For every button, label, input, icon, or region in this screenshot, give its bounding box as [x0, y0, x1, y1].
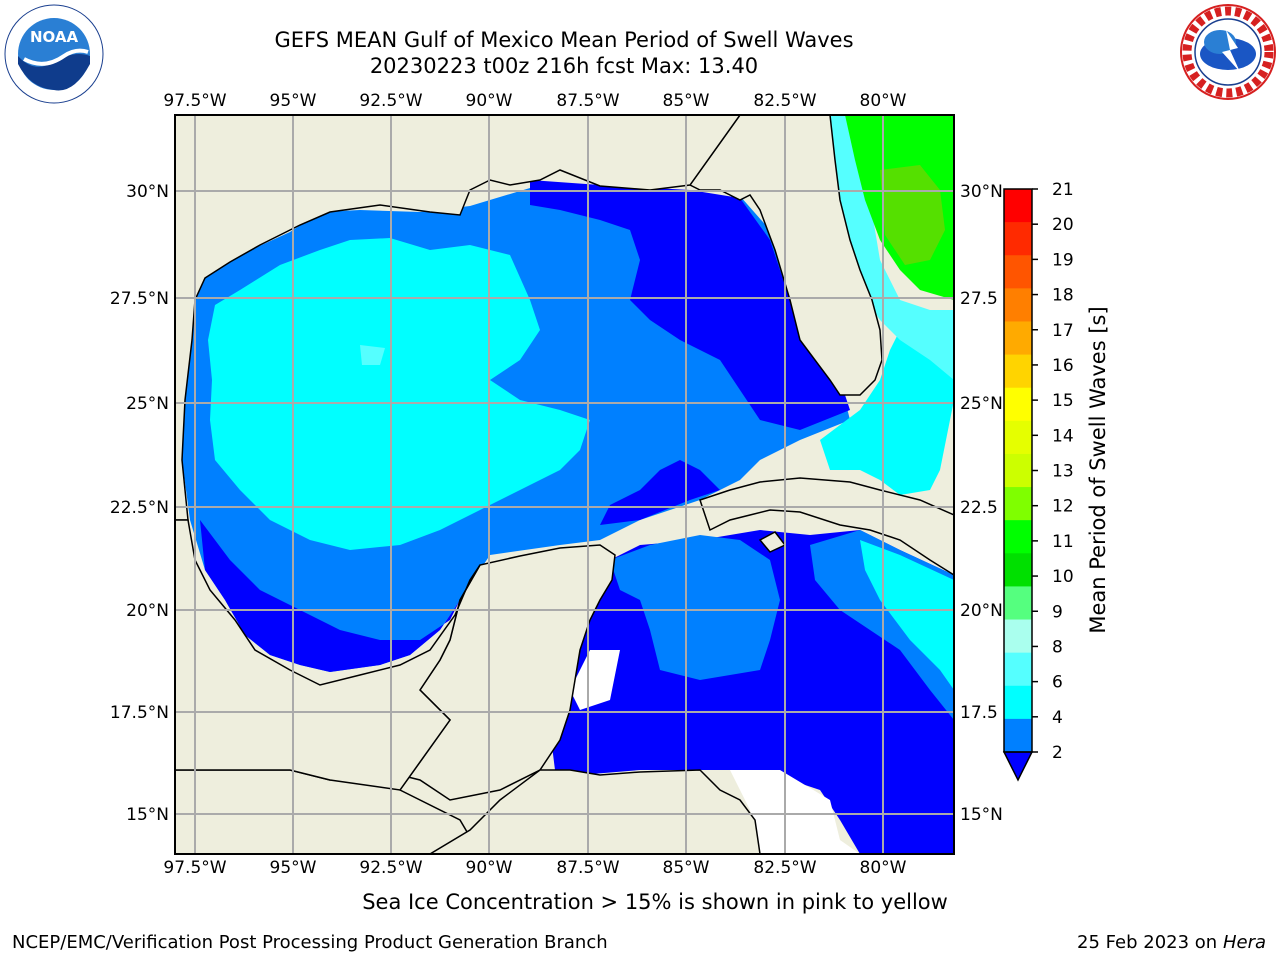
lat-label: 22.5°N — [110, 498, 169, 518]
colorbar-tick-label: 2 — [1052, 743, 1063, 763]
graticule — [175, 115, 954, 854]
colorbar-tick-label: 4 — [1052, 708, 1063, 728]
lon-label: 80°W — [860, 858, 907, 878]
map-frame — [174, 114, 955, 855]
lon-label: 87.5°W — [556, 91, 619, 111]
lon-labels-bottom: 97.5°W 95°W 92.5°W 90°W 87.5°W 85°W 82.5… — [163, 858, 906, 878]
svg-text:NOAA: NOAA — [30, 28, 79, 46]
credit-text: NCEP/EMC/Verification Post Processing Pr… — [12, 932, 608, 953]
colorbar-tick-label: 21 — [1052, 180, 1074, 200]
date-label: 25 Feb 2023 on — [1077, 932, 1218, 953]
lat-label: 22.5 — [960, 498, 998, 518]
colorbar-swatch — [1004, 453, 1032, 488]
colorbar-tick-label: 12 — [1052, 497, 1074, 517]
colorbar-tick-label: 16 — [1052, 356, 1074, 376]
noaa-logo: NOAA — [4, 4, 104, 104]
colorbar-swatch — [1004, 321, 1032, 356]
colorbar-label: Mean Period of Swell Waves [s] — [1086, 306, 1110, 633]
colorbar-tick-label: 11 — [1052, 532, 1074, 552]
date-text: 25 Feb 2023 on Hera — [1077, 932, 1266, 953]
lat-label: 20°N — [126, 601, 169, 621]
lon-label: 85°W — [663, 858, 710, 878]
lon-label: 87.5°W — [556, 858, 619, 878]
lon-labels-top: 97.5°W 95°W 92.5°W 90°W 87.5°W 85°W 82.5… — [163, 91, 906, 111]
gulf-swell-8-9-spot — [360, 345, 385, 365]
colorbar-tick-label: 19 — [1052, 250, 1074, 270]
colorbar-swatch — [1004, 189, 1032, 223]
lat-label: 25°N — [126, 394, 169, 414]
colorbar-tick-label: 10 — [1052, 567, 1074, 587]
host-name: Hera — [1222, 932, 1266, 953]
lon-label: 90°W — [466, 91, 513, 111]
caribbean-swell-4-6 — [610, 535, 780, 680]
land-central-america — [428, 769, 761, 854]
lon-label: 80°W — [860, 91, 907, 111]
map-subtitle: 20230223 t00z 216h fcst Max: 13.40 — [369, 54, 759, 78]
sea-ice-note: Sea Ice Concentration > 15% is shown in … — [362, 890, 948, 914]
lat-label: 17.5°N — [110, 703, 169, 723]
land-cuba — [699, 477, 954, 576]
lon-label: 92.5°W — [359, 858, 422, 878]
lat-label: 20°N — [960, 601, 1003, 621]
colorbar-swatch — [1004, 520, 1032, 554]
colorbar-swatch — [1004, 586, 1032, 621]
land-us-gulf-coast — [175, 115, 741, 521]
gulf-swell-2-4-east — [530, 180, 850, 430]
colorbar-tick-label: 6 — [1052, 673, 1063, 693]
lon-label: 82.5°W — [753, 858, 816, 878]
colorbar-swatch — [1004, 387, 1032, 422]
lat-label: 15°N — [960, 805, 1003, 825]
colorbar-extend-triangle — [1002, 751, 1034, 782]
lat-label: 15°N — [126, 805, 169, 825]
land-mexico — [175, 519, 481, 791]
colorbar-swatch — [1004, 354, 1032, 389]
colorbar-swatch — [1004, 288, 1032, 322]
lat-label: 25°N — [960, 394, 1003, 414]
colorbar-swatch — [1004, 652, 1032, 687]
colorbar-swatch — [1004, 553, 1032, 587]
lon-label: 95°W — [270, 91, 317, 111]
lat-label: 30°N — [126, 182, 169, 202]
gulf-swell-6-8 — [208, 238, 590, 550]
colorbar-swatch — [1004, 222, 1032, 256]
lat-labels-left: 30°N 27.5°N 25°N 22.5°N 20°N 17.5°N 15°N — [110, 182, 169, 825]
lat-label: 30°N — [960, 182, 1003, 202]
lon-label: 97.5°W — [163, 858, 226, 878]
colorbar — [1002, 188, 1034, 782]
gulf-swell-2-4-south — [600, 460, 720, 525]
lat-label: 27.5°N — [110, 289, 169, 309]
colorbar-tick-label: 18 — [1052, 286, 1074, 306]
colorbar-swatch — [1004, 420, 1032, 455]
colorbar-tick-label: 9 — [1052, 602, 1063, 622]
colorbar-swatch — [1004, 255, 1032, 289]
nws-logo — [1180, 4, 1276, 100]
straits-swell-6-8 — [820, 315, 954, 495]
colorbar-swatch — [1004, 718, 1032, 753]
caribbean-nodata-south — [730, 770, 860, 854]
colorbar-tick-label: 15 — [1052, 391, 1074, 411]
lat-label: 27.5 — [960, 289, 998, 309]
lon-label: 90°W — [466, 858, 513, 878]
colorbar-tick-label: 17 — [1052, 321, 1074, 341]
colorbar-tick-label: 14 — [1052, 426, 1074, 446]
lon-label: 82.5°W — [753, 91, 816, 111]
colorbar-tick-label: 20 — [1052, 215, 1074, 235]
lat-labels-right: 30°N 27.5 25°N 22.5 20°N 17.5 15°N — [960, 182, 1003, 825]
colorbar-tick-label: 13 — [1052, 462, 1074, 482]
colorbar-ticks: 21 20 19 18 17 16 15 14 13 12 11 10 9 8 6 4 2 — [1032, 180, 1074, 763]
colorbar-swatch — [1004, 487, 1032, 521]
colorbar-swatch — [1004, 619, 1032, 654]
lon-label: 95°W — [270, 858, 317, 878]
colorbar-tick-label: 8 — [1052, 637, 1063, 657]
caribbean-nodata — [570, 650, 620, 710]
colorbar-swatch — [1004, 685, 1032, 720]
gulf-swell-2-4-sw — [200, 520, 460, 672]
lon-label: 92.5°W — [359, 91, 422, 111]
lat-label: 17.5 — [960, 703, 998, 723]
lon-label: 97.5°W — [163, 91, 226, 111]
map-title: GEFS MEAN Gulf of Mexico Mean Period of … — [274, 28, 854, 52]
lon-label: 85°W — [663, 91, 710, 111]
